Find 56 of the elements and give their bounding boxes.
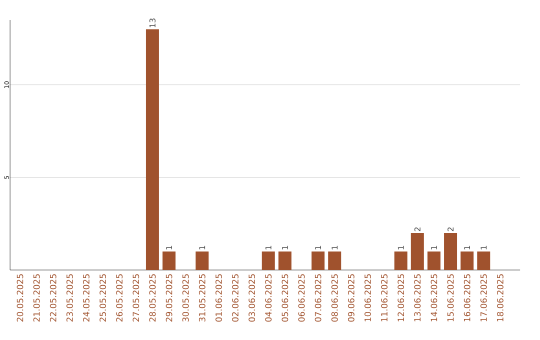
bar <box>278 251 292 270</box>
bar <box>162 251 176 270</box>
bar <box>477 251 490 270</box>
bar <box>394 251 408 270</box>
data-label: 1 <box>199 246 206 250</box>
data-label: 1 <box>282 246 288 250</box>
x-tick-label: 12.06.2025 <box>398 274 404 322</box>
x-tick-label: 14.06.2025 <box>430 274 438 322</box>
bar <box>312 251 325 270</box>
data-label: 1 <box>315 246 321 250</box>
data-label: 13 <box>149 18 156 28</box>
data-label: 1 <box>431 246 437 250</box>
data-label: 1 <box>398 246 404 250</box>
data-label: 1 <box>332 246 338 250</box>
bar <box>460 251 474 270</box>
x-tick-label: 13.06.2025 <box>414 274 421 322</box>
x-tick-label: 09.06.2025 <box>348 274 354 322</box>
data-label: 1 <box>265 246 272 250</box>
x-tick-label: 22.05.2025 <box>50 274 56 322</box>
data-label: 2 <box>414 227 420 232</box>
x-tick-label: 05.06.2025 <box>282 274 288 322</box>
x-tick-label: 06.06.2025 <box>298 274 305 322</box>
bar <box>427 251 440 270</box>
x-tick-label: 25.05.2025 <box>100 274 106 322</box>
x-tick-label: 21.05.2025 <box>33 274 40 322</box>
x-tick-label: 03.06.2025 <box>248 274 256 322</box>
x-tick-label: 02.06.2025 <box>232 274 238 322</box>
x-tick-label: 17.06.2025 <box>480 274 487 322</box>
bar <box>196 251 209 270</box>
x-tick-label: 20.05.2025 <box>16 274 24 322</box>
x-tick-label: 10.06.2025 <box>364 274 371 322</box>
bar <box>410 232 424 270</box>
x-tick-label: 26.05.2025 <box>116 274 123 322</box>
bar <box>328 251 342 270</box>
x-tick-label: 23.05.2025 <box>66 274 73 322</box>
x-tick-label: 30.05.2025 <box>182 274 189 322</box>
x-tick-label: 15.06.2025 <box>447 274 454 322</box>
x-tick-label: 18.06.2025 <box>496 274 504 322</box>
data-label: 1 <box>480 246 487 250</box>
x-tick-label: 27.05.2025 <box>132 274 140 322</box>
x-tick-label: 16.06.2025 <box>464 274 470 322</box>
x-tick-label: 08.06.2025 <box>331 274 338 322</box>
x-tick-label: 29.05.2025 <box>166 274 172 322</box>
bar <box>444 232 458 270</box>
data-label: 1 <box>464 246 470 250</box>
bar <box>262 251 275 270</box>
x-tick-label: 11.06.2025 <box>381 274 388 322</box>
x-tick-label: 31.05.2025 <box>198 274 206 322</box>
x-tick-label: 01.06.2025 <box>215 274 222 322</box>
x-tick-label: 28.05.2025 <box>149 274 156 322</box>
x-tick-label: 07.06.2025 <box>314 274 322 322</box>
data-label: 2 <box>448 227 454 232</box>
x-tick-label: 24.05.2025 <box>83 274 90 322</box>
x-tick-label: 04.06.2025 <box>265 274 272 322</box>
data-label: 1 <box>166 246 172 250</box>
bar <box>146 29 159 270</box>
